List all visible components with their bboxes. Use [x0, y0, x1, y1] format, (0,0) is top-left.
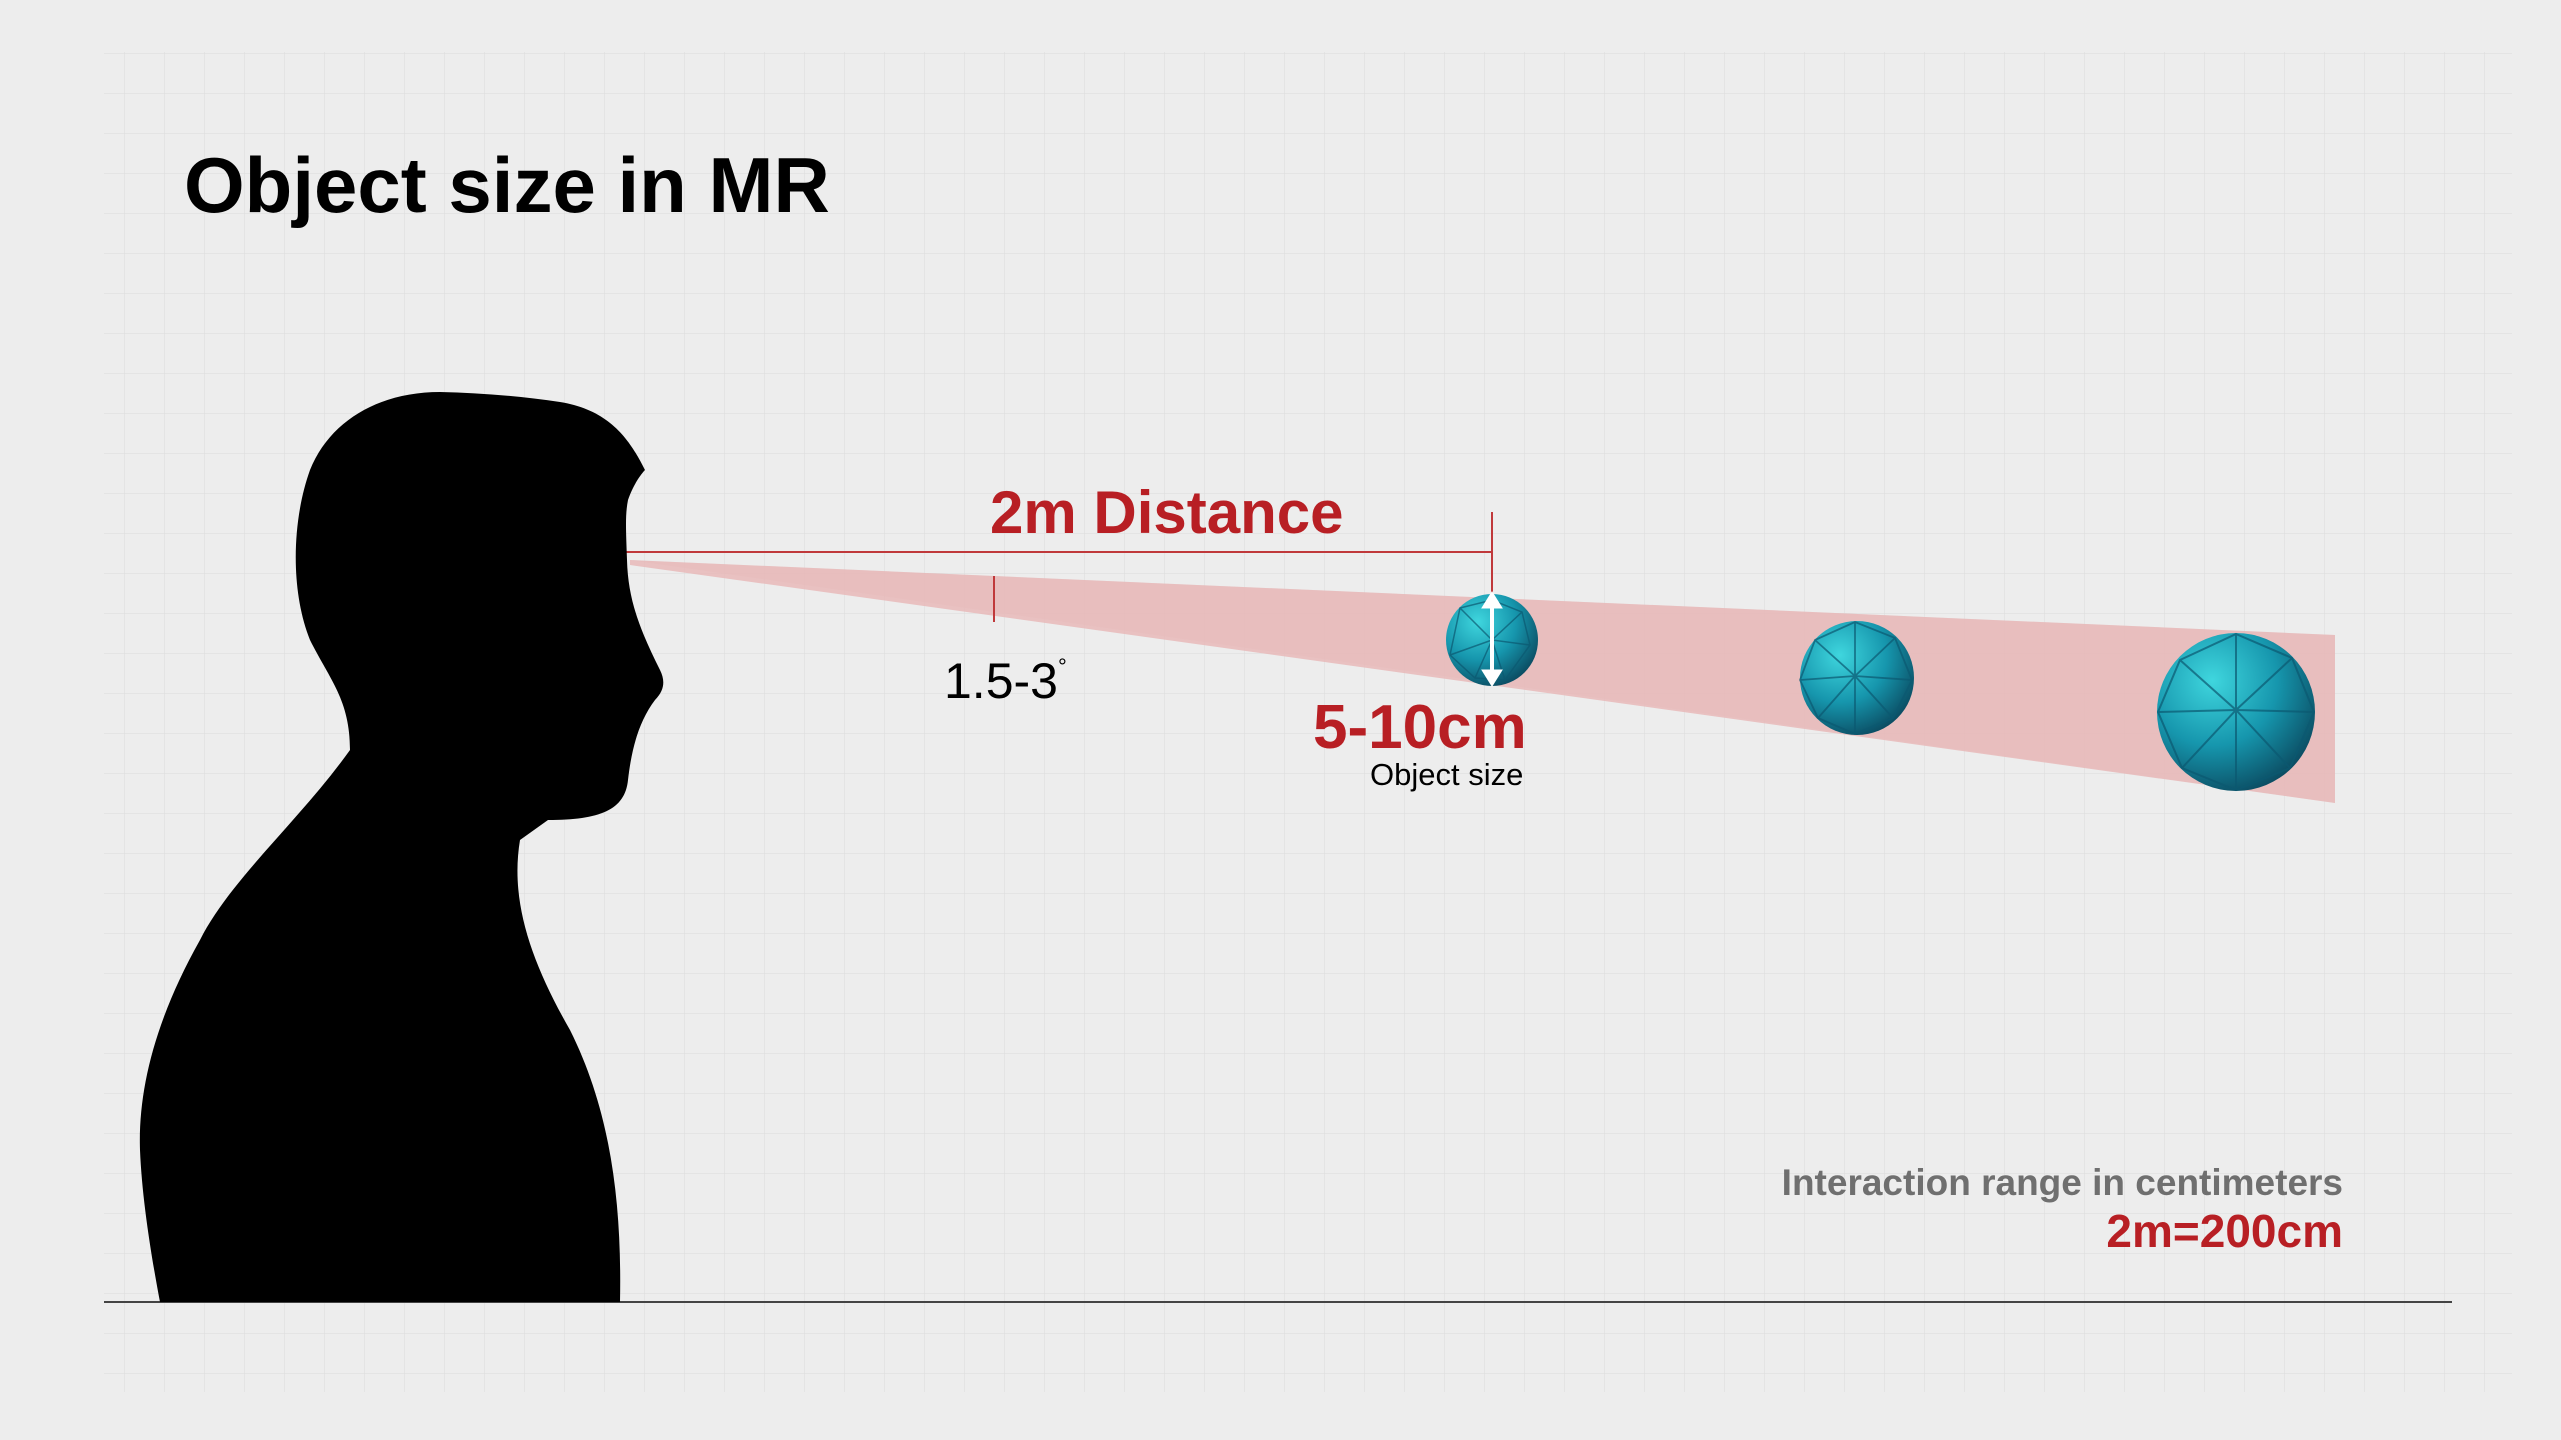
object-size-caption: Object size	[1370, 757, 1524, 792]
interaction-range-caption: Interaction range in centimeters	[1781, 1162, 2343, 1203]
size-arrow-icon	[1481, 591, 1503, 687]
person-silhouette	[139, 392, 664, 1302]
page-title: Object size in MR	[184, 141, 830, 229]
distance-label: 2m Distance	[990, 479, 1344, 546]
large-sphere-icon	[2156, 632, 2316, 792]
object-size-value: 5-10cm	[1313, 693, 1527, 762]
medium-sphere-icon	[1799, 621, 1914, 735]
angle-value: 1.5-3	[944, 653, 1058, 709]
angle-label: 1.5-3°	[944, 652, 1067, 710]
interaction-range-value: 2m=200cm	[2106, 1205, 2343, 1257]
degree-symbol: °	[1057, 654, 1067, 679]
